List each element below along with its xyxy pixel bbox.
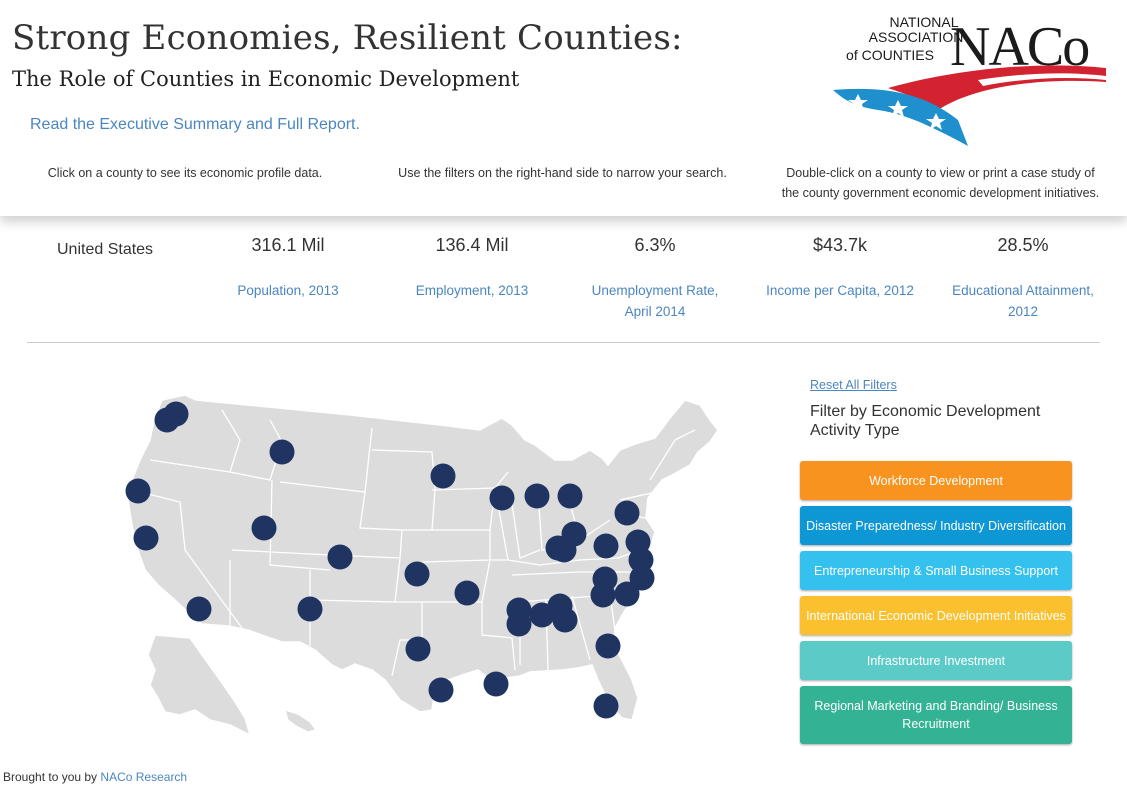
county-marker[interactable] [506, 611, 532, 637]
logo-blue-stripe [833, 88, 968, 146]
county-marker[interactable] [405, 636, 431, 662]
stat-value: 316.1 Mil [251, 235, 325, 255]
report-link[interactable]: Read the Executive Summary and Full Repo… [30, 116, 360, 133]
county-marker[interactable] [590, 582, 616, 608]
stat-label: Population, 2013 [237, 283, 339, 298]
stat-value: 28.5% [997, 235, 1049, 255]
filter-panel: Reset All Filters Filter by Economic Dev… [800, 378, 1072, 744]
stat-value: $43.7k [812, 235, 868, 255]
logo-stars [848, 94, 946, 130]
instruction-click: Click on a county to see its economic pr… [47, 166, 323, 180]
filter-regional-marketing[interactable]: Regional Marketing and Branding/ Busines… [800, 686, 1072, 744]
county-marker[interactable] [593, 533, 619, 559]
county-marker[interactable] [483, 671, 509, 697]
county-marker[interactable] [154, 407, 180, 433]
stat-value: 136.4 Mil [435, 235, 509, 255]
filter-workforce-development[interactable]: Workforce Development [800, 461, 1072, 500]
page-title: Strong Economies, Resilient Counties: [12, 18, 683, 58]
county-marker[interactable] [557, 483, 583, 509]
instruction-double-click: Double-click on a county to view or prin… [781, 166, 1100, 200]
county-marker[interactable] [614, 500, 640, 526]
county-marker[interactable] [428, 677, 454, 703]
county-marker[interactable] [125, 478, 151, 504]
county-marker[interactable] [628, 547, 654, 573]
county-marker[interactable] [593, 693, 619, 719]
stat-employment: 136.4 Mil Employment, 2013 [387, 225, 557, 301]
county-marker[interactable] [529, 602, 555, 628]
instruction-filters: Use the filters on the right-hand side t… [398, 166, 727, 180]
naco-research-link[interactable]: NACo Research [100, 770, 188, 784]
logo-line2: ASSOCIATION [869, 29, 964, 45]
county-marker[interactable] [595, 633, 621, 659]
region-label: United States [57, 241, 154, 258]
filter-international[interactable]: International Economic Development Initi… [800, 596, 1072, 635]
us-county-map[interactable] [110, 380, 730, 760]
county-marker[interactable] [430, 463, 456, 489]
stat-population: 316.1 Mil Population, 2013 [203, 225, 373, 301]
county-marker[interactable] [629, 565, 655, 591]
county-marker[interactable] [614, 581, 640, 607]
county-marker[interactable] [551, 537, 577, 563]
county-markers[interactable] [125, 401, 655, 719]
stat-label: Income per Capita, 2012 [766, 283, 914, 298]
page-subtitle: The Role of Counties in Economic Develop… [12, 67, 520, 91]
logo-line1: NATIONAL [890, 14, 959, 30]
county-marker[interactable] [297, 596, 323, 622]
county-marker[interactable] [269, 439, 295, 465]
county-marker[interactable] [524, 483, 550, 509]
filter-title: Filter by Economic Development Activity … [810, 403, 1041, 439]
county-marker[interactable] [489, 485, 515, 511]
footer: Brought to you by NACo Research [3, 770, 187, 784]
stat-education: 28.5% Educational Attainment, 2012 [938, 225, 1108, 322]
county-marker[interactable] [552, 607, 578, 633]
divider [27, 342, 1100, 343]
stat-label: Employment, 2013 [415, 283, 529, 298]
filter-disaster-preparedness[interactable]: Disaster Preparedness/ Industry Diversif… [800, 506, 1072, 545]
filter-infrastructure[interactable]: Infrastructure Investment [800, 641, 1072, 680]
map-land [127, 394, 719, 737]
stats-bar: United States 316.1 Mil Population, 2013… [0, 225, 1127, 325]
reset-filters-link[interactable]: Reset All Filters [810, 378, 897, 392]
logo-line3: of COUNTIES [846, 47, 934, 63]
county-marker[interactable] [251, 515, 277, 541]
county-marker[interactable] [404, 561, 430, 587]
header: Strong Economies, Resilient Counties: Th… [0, 0, 1127, 216]
stat-unemployment: 6.3% Unemployment Rate, April 2014 [570, 225, 740, 322]
stat-income: $43.7k Income per Capita, 2012 [755, 225, 925, 301]
stat-label: Educational Attainment, 2012 [952, 283, 1094, 319]
county-marker[interactable] [186, 596, 212, 622]
stat-value: 6.3% [634, 235, 676, 255]
county-marker[interactable] [454, 580, 480, 606]
stat-label: Unemployment Rate, April 2014 [591, 283, 719, 319]
filter-entrepreneurship[interactable]: Entrepreneurship & Small Business Suppor… [800, 551, 1072, 590]
county-marker[interactable] [133, 525, 159, 551]
naco-logo[interactable]: NATIONAL ASSOCIATION of COUNTIES NACo [828, 10, 1113, 150]
county-marker[interactable] [327, 544, 353, 570]
footer-prefix: Brought to you by [3, 770, 98, 784]
logo-white-stripe [978, 73, 1106, 86]
